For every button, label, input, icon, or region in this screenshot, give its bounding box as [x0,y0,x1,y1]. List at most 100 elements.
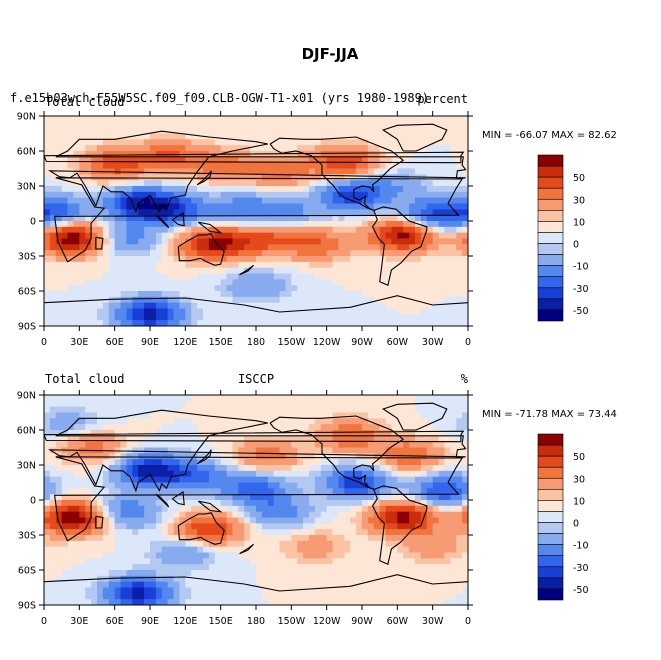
field-cell [214,238,222,245]
field-cell [285,453,292,460]
field-cell [256,267,263,274]
field-cell [55,244,63,251]
field-cell [138,261,145,269]
field-cell [426,523,434,530]
field-cell [326,511,333,518]
field-cell [261,400,269,408]
field-cell [409,168,416,175]
field-cell [55,546,63,553]
field-cell [179,250,186,257]
field-cell [226,465,233,472]
field-cell [161,238,169,245]
field-cell [179,302,186,309]
field-cell [314,133,322,140]
field-cell [379,564,386,571]
field-cell [426,162,434,169]
field-cell [173,418,180,425]
field-cell [191,418,198,425]
field-cell [167,197,174,204]
field-cell [462,145,468,152]
field-cell [238,535,245,542]
field-cell [326,412,333,419]
field-cell [303,180,310,187]
field-cell [85,320,92,326]
field-cell [432,273,439,280]
field-cell [303,156,310,164]
field-cell [338,197,345,204]
field-cell [291,133,298,140]
field-cell [409,540,416,548]
field-cell [244,285,251,292]
field-cell [244,139,251,146]
field-cell [403,465,410,472]
field-cell [126,529,133,536]
field-cell [55,256,63,263]
field-cell [385,395,392,402]
field-cell [244,121,251,129]
field-cell [44,546,51,553]
field-cell [226,447,233,454]
x-tick-label: 60W [387,337,409,348]
field-cell [391,267,398,274]
field-cell [114,162,121,169]
field-cell [438,447,445,454]
field-cell [420,540,428,548]
field-cell [185,517,192,524]
field-cell [73,424,80,431]
field-cell [185,209,192,216]
field-cell [226,406,233,413]
field-cell [91,564,98,571]
field-cell [185,121,192,129]
field-cell [161,197,169,204]
field-cell [185,116,192,123]
x-tick-label: 90E [141,337,159,348]
field-cell [185,174,192,181]
field-cell [61,121,68,129]
field-cell [273,505,280,513]
field-cell [120,406,127,413]
field-cell [420,552,428,559]
field-cell [279,168,286,175]
field-cell [155,540,163,548]
field-cell [344,459,351,466]
field-cell [185,511,192,518]
field-cell [267,285,275,292]
field-cell [385,162,392,169]
field-cell [150,320,157,326]
field-cell [185,145,192,152]
field-cell [297,285,304,292]
field-cell [261,226,269,234]
field-cell [232,570,239,577]
field-cell [367,291,375,298]
field-cell [420,221,428,228]
field-cell [138,320,145,326]
field-cell [320,412,328,419]
field-cell [49,156,57,164]
field-cell [356,238,363,245]
field-cell [350,488,357,495]
field-cell [444,418,451,425]
field-cell [409,505,416,513]
field-cell [314,505,322,513]
field-cell [232,197,239,204]
field-cell [61,505,68,513]
colorbar-swatch [537,276,564,289]
field-cell [362,145,369,152]
field-cell [79,232,86,239]
field-cell [379,226,386,234]
field-cell [144,232,151,239]
field-cell [197,238,204,245]
field-cell [208,244,216,251]
field-cell [462,180,468,187]
field-cell [197,570,204,577]
field-cell [144,447,151,454]
field-cell [379,494,386,501]
field-cell [150,482,157,489]
field-cell [49,168,57,175]
field-cell [450,203,457,210]
field-cell [385,418,392,425]
field-cell [367,314,375,321]
field-cell [232,406,239,413]
field-cell [155,570,163,577]
field-cell [462,273,468,280]
